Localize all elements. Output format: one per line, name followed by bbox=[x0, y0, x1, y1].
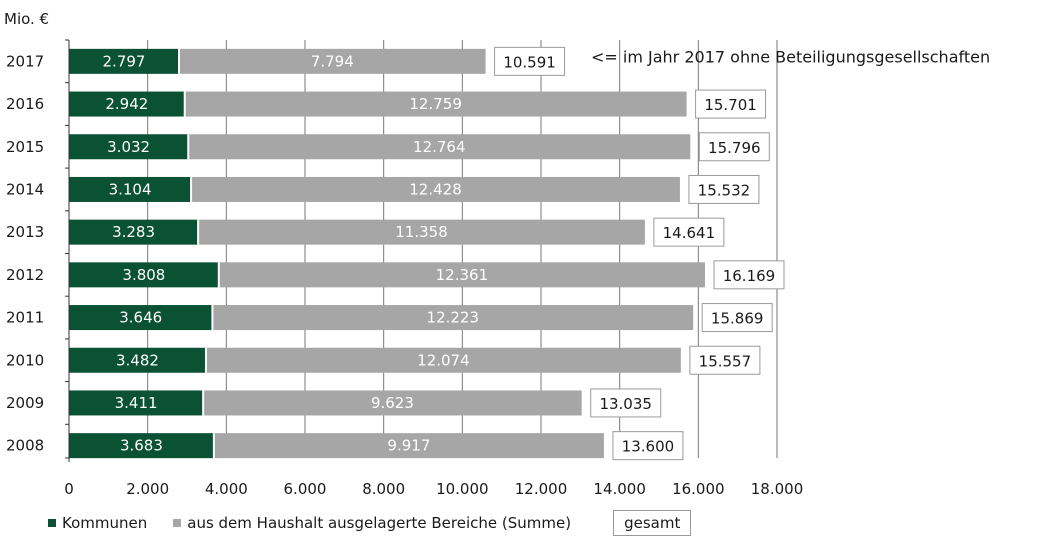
total-label: 15.869 bbox=[711, 310, 764, 328]
total-box bbox=[701, 303, 773, 333]
total-label: 13.600 bbox=[622, 438, 675, 456]
bar-segment-ausgelagert bbox=[213, 433, 604, 459]
bar-value-label: 12.074 bbox=[417, 351, 470, 369]
legend-label-kommunen: Kommunen bbox=[62, 514, 148, 532]
bar-value-label: 9.623 bbox=[371, 394, 414, 412]
year-label: 2008 bbox=[6, 437, 44, 455]
total-box bbox=[695, 89, 767, 119]
bar-segment-ausgelagert bbox=[205, 347, 681, 373]
x-tick-label: 14.000 bbox=[593, 480, 646, 498]
year-label: 2012 bbox=[6, 266, 44, 284]
total-box bbox=[713, 260, 785, 290]
x-tick-label: 16.000 bbox=[672, 480, 725, 498]
bar-value-label: 3.283 bbox=[112, 223, 155, 241]
x-tick-label: 2.000 bbox=[126, 480, 169, 498]
year-label: 2015 bbox=[6, 138, 44, 156]
bar-value-label: 3.032 bbox=[107, 138, 150, 156]
bar-value-label: 12.428 bbox=[409, 180, 462, 198]
bar-value-label: 9.917 bbox=[387, 437, 430, 455]
bar-segment-kommunen bbox=[69, 219, 199, 245]
year-label: 2013 bbox=[6, 223, 44, 241]
bar-value-label: 2.942 bbox=[105, 95, 148, 113]
annotation-note: <= im Jahr 2017 ohne Beteiligungsgesells… bbox=[591, 47, 990, 66]
year-label: 2014 bbox=[6, 180, 44, 198]
x-tick-label: 4.000 bbox=[205, 480, 248, 498]
bar-segment-kommunen bbox=[69, 347, 206, 373]
total-label: 15.796 bbox=[708, 139, 761, 157]
total-label: 14.641 bbox=[663, 224, 716, 242]
total-label: 13.035 bbox=[599, 395, 652, 413]
bar-segment-ausgelagert bbox=[203, 390, 582, 416]
total-box bbox=[590, 388, 662, 418]
x-tick-label: 10.000 bbox=[436, 480, 489, 498]
unit-label: Mio. € bbox=[4, 10, 49, 28]
legend-swatch-kommunen bbox=[48, 519, 56, 527]
year-label: 2011 bbox=[6, 309, 44, 327]
total-label: 15.557 bbox=[699, 352, 752, 370]
total-box bbox=[689, 345, 761, 375]
x-tick-label: 0 bbox=[64, 480, 74, 498]
bar-value-label: 7.794 bbox=[311, 52, 354, 70]
year-label: 2010 bbox=[6, 351, 44, 369]
bar-segment-kommunen bbox=[69, 390, 204, 416]
legend-swatch-ausgelagert bbox=[173, 519, 182, 527]
bar-segment-kommunen bbox=[69, 176, 192, 202]
bar-segment-ausgelagert bbox=[218, 262, 705, 288]
year-label: 2017 bbox=[6, 52, 44, 70]
bar-segment-ausgelagert bbox=[179, 48, 486, 74]
bar-value-label: 3.808 bbox=[122, 266, 165, 284]
total-label: 16.169 bbox=[723, 267, 776, 285]
bar-segment-kommunen bbox=[69, 305, 213, 331]
year-label: 2009 bbox=[6, 394, 44, 412]
bar-value-label: 12.223 bbox=[427, 309, 480, 327]
total-label: 15.701 bbox=[704, 96, 757, 114]
bar-segment-kommunen bbox=[69, 91, 185, 117]
legend-label-gesamt: gesamt bbox=[613, 510, 692, 536]
x-tick-label: 8.000 bbox=[362, 480, 405, 498]
x-tick-label: 6.000 bbox=[284, 480, 327, 498]
total-box bbox=[494, 46, 566, 76]
legend-item-kommunen: Kommunen bbox=[48, 514, 147, 532]
total-box bbox=[612, 431, 684, 461]
total-box bbox=[688, 174, 760, 204]
stacked-bar-chart: Mio. € 2017 2.797 7.794 10.591 2016 2.942 12.75… bbox=[4, 10, 990, 498]
bar-value-label: 3.104 bbox=[109, 180, 152, 198]
chart-legend: Kommunen aus dem Haushalt ausgelagerte B… bbox=[48, 510, 692, 536]
bar-segment-kommunen bbox=[69, 134, 189, 160]
bar-segment-ausgelagert bbox=[184, 91, 687, 117]
x-tick-label: 12.000 bbox=[515, 480, 568, 498]
bar-segment-ausgelagert bbox=[191, 176, 680, 202]
total-label: 10.591 bbox=[503, 53, 556, 71]
bar-segment-kommunen bbox=[69, 262, 219, 288]
total-box bbox=[653, 217, 725, 247]
x-tick-label: 18.000 bbox=[751, 480, 804, 498]
bar-value-label: 3.646 bbox=[119, 309, 162, 327]
bar-segment-ausgelagert bbox=[198, 219, 645, 245]
year-label: 2016 bbox=[6, 95, 44, 113]
bar-segment-ausgelagert bbox=[212, 305, 694, 331]
bar-segment-kommunen bbox=[69, 433, 214, 459]
bar-segment-kommunen bbox=[69, 48, 180, 74]
legend-item-ausgelagert: aus dem Haushalt ausgelagerte Bereiche (… bbox=[173, 514, 571, 532]
bar-value-label: 2.797 bbox=[103, 52, 146, 70]
bar-value-label: 12.764 bbox=[413, 138, 466, 156]
bar-value-label: 12.759 bbox=[409, 95, 462, 113]
total-label: 15.532 bbox=[698, 181, 751, 199]
legend-label-ausgelagert: aus dem Haushalt ausgelagerte Bereiche (… bbox=[187, 514, 572, 532]
bar-value-label: 11.358 bbox=[395, 223, 448, 241]
bar-value-label: 12.361 bbox=[436, 266, 489, 284]
bar-value-label: 3.683 bbox=[120, 437, 163, 455]
bar-value-label: 3.411 bbox=[115, 394, 158, 412]
total-box bbox=[698, 132, 770, 162]
bar-segment-ausgelagert bbox=[188, 134, 691, 160]
bar-value-label: 3.482 bbox=[116, 351, 159, 369]
